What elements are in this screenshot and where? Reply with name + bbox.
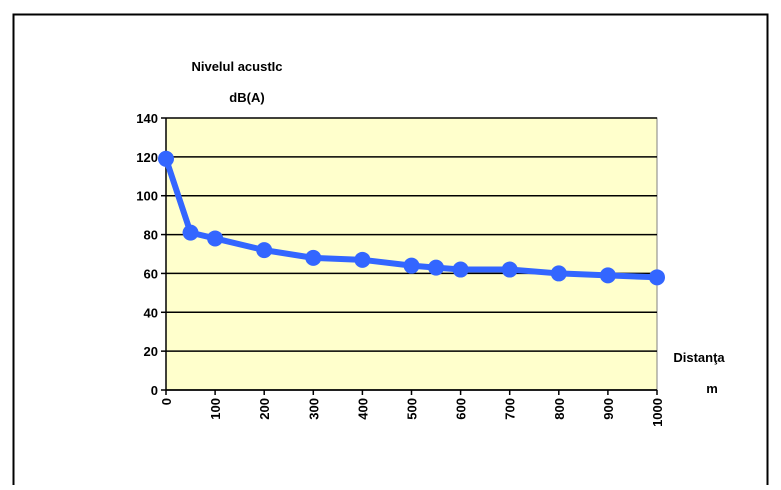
x-tick-label: 700 (503, 398, 518, 420)
x-tick-label: 500 (405, 398, 420, 420)
data-point (182, 224, 199, 241)
x-tick-label: 100 (208, 398, 223, 420)
data-point (305, 249, 322, 266)
y-tick-label: 100 (136, 189, 158, 204)
y-tick-label: 120 (136, 150, 158, 165)
y-tick-label: 20 (144, 344, 158, 359)
chart-border (12, 13, 769, 490)
x-tick-label: 300 (306, 398, 321, 420)
x-tick-label: 600 (454, 398, 469, 420)
y-axis-label: dB(A) (229, 90, 264, 105)
data-point (403, 257, 420, 274)
y-tick-label: 80 (144, 228, 158, 243)
x-tick-label: 800 (552, 398, 567, 420)
data-point (428, 259, 445, 276)
y-tick-label: 0 (151, 383, 158, 398)
x-tick-label: 200 (257, 398, 272, 420)
data-point (256, 242, 273, 259)
x-tick-label: 1000 (650, 398, 665, 427)
x-axis-label: m (706, 381, 718, 396)
y-tick-label: 140 (136, 111, 158, 126)
x-axis-label: Distanţa (673, 350, 725, 365)
data-point (452, 261, 469, 278)
data-point (550, 265, 567, 282)
data-point (354, 251, 371, 268)
y-tick-label: 60 (144, 266, 158, 281)
data-point (599, 267, 616, 284)
data-point (158, 150, 174, 167)
x-tick-label: 400 (355, 398, 370, 420)
data-point (649, 269, 665, 286)
y-tick-label: 40 (144, 305, 158, 320)
data-point (501, 261, 518, 278)
y-axis-label: Nivelul acustIc (191, 59, 282, 74)
plot-area (165, 117, 658, 391)
x-tick-label: 900 (601, 398, 616, 420)
data-point (207, 230, 224, 247)
x-tick-label: 0 (159, 398, 174, 405)
